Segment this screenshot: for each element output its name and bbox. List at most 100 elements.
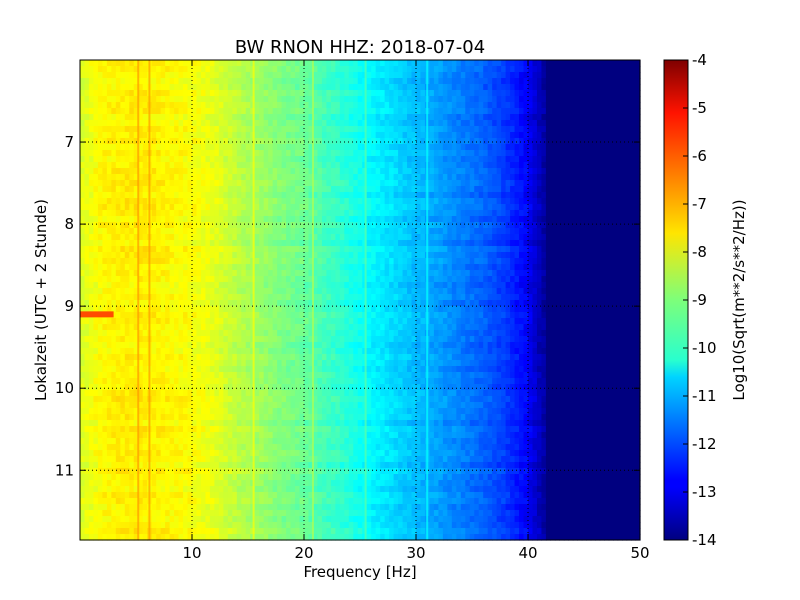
heatmap-cell bbox=[429, 180, 435, 187]
heatmap-cell bbox=[631, 84, 637, 91]
heatmap-cell bbox=[254, 282, 260, 289]
heatmap-cell bbox=[304, 150, 310, 157]
heatmap-cell bbox=[617, 216, 623, 223]
heatmap-cell bbox=[218, 246, 224, 253]
heatmap-cell bbox=[554, 150, 560, 157]
heatmap-cell bbox=[178, 150, 184, 157]
heatmap-cell bbox=[192, 264, 198, 271]
heatmap-cell bbox=[357, 126, 363, 133]
heatmap-cell bbox=[510, 234, 516, 241]
heatmap-cell bbox=[223, 204, 229, 211]
heatmap-cell bbox=[232, 282, 238, 289]
heatmap-cell bbox=[353, 174, 359, 181]
heatmap-cell bbox=[133, 90, 139, 97]
heatmap-cell bbox=[483, 264, 489, 271]
heatmap-cell bbox=[380, 102, 386, 109]
heatmap-cell bbox=[402, 216, 408, 223]
heatmap-cell bbox=[80, 72, 86, 79]
heatmap-cell bbox=[156, 228, 162, 235]
heatmap-cell bbox=[115, 192, 121, 199]
heatmap-cell bbox=[501, 66, 507, 73]
heatmap-cell bbox=[559, 156, 565, 163]
heatmap-cell bbox=[348, 222, 354, 229]
heatmap-cell bbox=[178, 198, 184, 205]
heatmap-cell bbox=[492, 132, 498, 139]
heatmap-cell bbox=[398, 246, 404, 253]
heatmap-cell bbox=[160, 288, 166, 295]
heatmap-cell bbox=[389, 132, 395, 139]
heatmap-cell bbox=[510, 276, 516, 283]
heatmap-cell bbox=[536, 126, 543, 133]
heatmap-cell bbox=[84, 168, 90, 175]
heatmap-cell bbox=[393, 240, 399, 247]
heatmap-cell bbox=[474, 72, 480, 79]
heatmap-cell bbox=[510, 66, 516, 73]
heatmap-cell bbox=[165, 132, 171, 139]
heatmap-cell bbox=[326, 96, 332, 103]
heatmap-cell bbox=[501, 102, 507, 109]
heatmap-cell bbox=[241, 144, 247, 151]
heatmap-cell bbox=[510, 132, 516, 139]
heatmap-cell bbox=[568, 132, 574, 139]
heatmap-cell bbox=[572, 210, 578, 217]
heatmap-cell bbox=[550, 240, 556, 247]
heatmap-cell bbox=[577, 180, 583, 187]
heatmap-cell bbox=[326, 210, 332, 217]
heatmap-cell bbox=[259, 234, 265, 241]
heatmap-cell bbox=[572, 78, 578, 85]
heatmap-cell bbox=[577, 198, 583, 205]
heatmap-cell bbox=[223, 174, 229, 181]
heatmap-cell bbox=[375, 276, 381, 283]
heatmap-cell bbox=[330, 258, 336, 265]
heatmap-cell bbox=[554, 168, 560, 175]
heatmap-cell bbox=[474, 216, 480, 223]
heatmap-cell bbox=[312, 66, 319, 73]
heatmap-cell bbox=[380, 96, 386, 103]
heatmap-cell bbox=[599, 222, 605, 229]
heatmap-cell bbox=[277, 120, 283, 127]
heatmap-cell bbox=[469, 132, 475, 139]
heatmap-cell bbox=[568, 234, 574, 241]
heatmap-cell bbox=[554, 240, 560, 247]
heatmap-cell bbox=[348, 294, 354, 301]
heatmap-cell bbox=[487, 72, 493, 79]
heatmap-cell bbox=[478, 60, 484, 67]
heatmap-cell bbox=[523, 186, 529, 193]
heatmap-cell bbox=[80, 294, 86, 301]
heatmap-cell bbox=[617, 288, 623, 295]
heatmap-cell bbox=[151, 294, 157, 301]
heatmap-cell bbox=[631, 120, 637, 127]
heatmap-cell bbox=[514, 270, 520, 277]
heatmap-cell bbox=[407, 258, 413, 265]
heatmap-cell bbox=[474, 240, 480, 247]
heatmap-cell bbox=[174, 132, 180, 139]
heatmap-cell bbox=[474, 138, 480, 145]
heatmap-cell bbox=[183, 132, 189, 139]
heatmap-cell bbox=[635, 222, 641, 229]
heatmap-cell bbox=[232, 120, 238, 127]
heatmap-cell bbox=[617, 138, 623, 145]
heatmap-cell bbox=[487, 210, 493, 217]
heatmap-cell bbox=[572, 108, 578, 115]
heatmap-cell bbox=[232, 192, 238, 199]
heatmap-cell bbox=[223, 162, 229, 169]
heatmap-cell bbox=[411, 282, 417, 289]
heatmap-cell bbox=[438, 222, 444, 229]
heatmap-cell bbox=[236, 66, 242, 73]
heatmap-cell bbox=[80, 90, 86, 97]
heatmap-cell bbox=[501, 114, 507, 121]
heatmap-cell bbox=[371, 132, 377, 139]
heatmap-cell bbox=[84, 288, 90, 295]
heatmap-cell bbox=[254, 234, 260, 241]
heatmap-cell bbox=[451, 192, 457, 199]
heatmap-cell bbox=[80, 126, 86, 133]
heatmap-cell bbox=[304, 210, 310, 217]
heatmap-cell bbox=[111, 288, 117, 295]
heatmap-cell bbox=[572, 204, 578, 211]
heatmap-cell bbox=[393, 78, 399, 85]
heatmap-cell bbox=[205, 102, 211, 109]
heatmap-cell bbox=[312, 204, 319, 211]
heatmap-cell bbox=[169, 246, 175, 253]
heatmap-cell bbox=[124, 144, 130, 151]
heatmap-cell bbox=[277, 138, 283, 145]
